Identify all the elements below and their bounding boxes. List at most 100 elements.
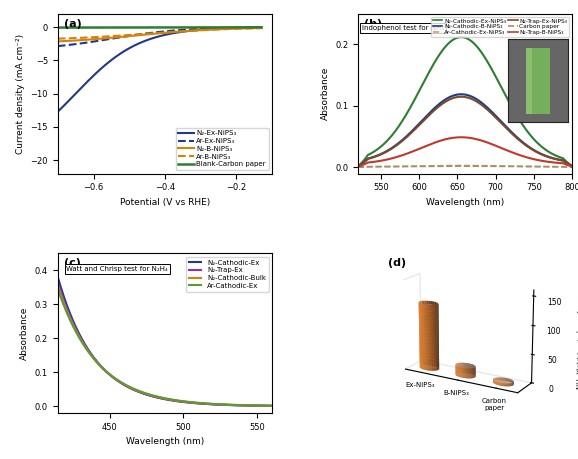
Blank-Carbon paper bbox=[90, 25, 97, 30]
Ar-B-NiPS₃ bbox=[258, 25, 265, 31]
N₂-Cathodic-B-NiPS₃ bbox=[354, 164, 361, 169]
N₂-Ex-NiPS₃ bbox=[208, 26, 214, 32]
Line: N₂-Cathodic-Ex: N₂-Cathodic-Ex bbox=[58, 277, 272, 406]
Ar-Ex-NiPS₃ bbox=[258, 25, 265, 30]
N₂-Cathodic-Ex-NiPS₃ bbox=[498, 84, 505, 90]
Ar-Cathodic-Ex-NiPS₃ bbox=[516, 163, 523, 169]
X-axis label: Potential (V vs RHE): Potential (V vs RHE) bbox=[120, 198, 210, 207]
Line: N₂-Trap-Ex-NiPS₃: N₂-Trap-Ex-NiPS₃ bbox=[358, 97, 572, 167]
Ar-B-NiPS₃ bbox=[190, 28, 197, 34]
Legend: N₂-Cathodic-Ex, N₂-Trap-Ex, N₂-Cathodic-Bulk, Ar-Cathodic-Ex: N₂-Cathodic-Ex, N₂-Trap-Ex, N₂-Cathodic-… bbox=[186, 257, 269, 291]
Text: (a): (a) bbox=[64, 18, 82, 28]
N₂-Trap-B-NiPS₃ bbox=[481, 139, 488, 144]
Carbon paper bbox=[392, 164, 399, 169]
N₂-Cathodic-Ex-NiPS₃ bbox=[392, 128, 399, 133]
Ar-Cathodic-Ex bbox=[230, 402, 237, 408]
Ar-Ex-NiPS₃ bbox=[107, 36, 114, 42]
Ar-Ex-NiPS₃ bbox=[54, 43, 61, 49]
Line: N₂-Cathodic-Ex-NiPS₃: N₂-Cathodic-Ex-NiPS₃ bbox=[358, 37, 572, 166]
Ar-B-NiPS₃ bbox=[107, 34, 114, 39]
N₂-Cathodic-Bulk bbox=[54, 283, 61, 288]
Ar-Ex-NiPS₃ bbox=[190, 27, 197, 32]
N₂-Trap-Ex-NiPS₃ bbox=[458, 94, 465, 100]
Line: N₂-Cathodic-Bulk: N₂-Cathodic-Bulk bbox=[58, 285, 272, 406]
Ar-Cathodic-Ex bbox=[269, 403, 276, 409]
Blank-Carbon paper bbox=[175, 25, 181, 30]
N₂-Ex-NiPS₃ bbox=[90, 73, 97, 78]
N₂-Cathodic-Ex bbox=[182, 399, 189, 405]
Carbon paper bbox=[458, 163, 465, 169]
N₂-Cathodic-Ex bbox=[157, 396, 164, 401]
N₂-Cathodic-B-NiPS₃ bbox=[481, 102, 488, 108]
Ar-Cathodic-Ex-NiPS₃ bbox=[458, 163, 465, 168]
N₂-Cathodic-Ex-NiPS₃ bbox=[569, 163, 576, 169]
Ar-Ex-NiPS₃ bbox=[90, 39, 97, 44]
N₂-Cathodic-Bulk bbox=[182, 399, 189, 404]
N₂-B-NiPS₃ bbox=[107, 35, 114, 41]
Carbon paper bbox=[569, 164, 576, 170]
Ar-Cathodic-Ex-NiPS₃ bbox=[481, 163, 488, 168]
Line: N₂-Cathodic-B-NiPS₃: N₂-Cathodic-B-NiPS₃ bbox=[358, 94, 572, 167]
N₂-B-NiPS₃ bbox=[90, 36, 97, 42]
N₂-Cathodic-Ex-NiPS₃ bbox=[481, 54, 488, 60]
Carbon paper bbox=[410, 164, 417, 169]
N₂-Cathodic-Ex bbox=[269, 403, 276, 409]
Text: Indophenol test for NH₃: Indophenol test for NH₃ bbox=[362, 25, 444, 31]
Line: N₂-Trap-B-NiPS₃: N₂-Trap-B-NiPS₃ bbox=[358, 137, 572, 167]
N₂-Cathodic-Ex bbox=[54, 274, 61, 280]
Ar-Ex-NiPS₃ bbox=[175, 28, 181, 33]
N₂-Trap-B-NiPS₃ bbox=[410, 149, 417, 154]
N₂-Cathodic-Bulk bbox=[156, 395, 163, 400]
Ar-B-NiPS₃ bbox=[208, 27, 214, 33]
N₂-Cathodic-B-NiPS₃ bbox=[392, 142, 399, 148]
Line: N₂-B-NiPS₃: N₂-B-NiPS₃ bbox=[58, 28, 261, 41]
N₂-Ex-NiPS₃ bbox=[258, 25, 265, 30]
Ar-Ex-NiPS₃ bbox=[208, 26, 214, 31]
N₂-Trap-B-NiPS₃ bbox=[451, 135, 458, 140]
Line: Carbon paper: Carbon paper bbox=[358, 166, 572, 167]
Carbon paper bbox=[354, 164, 361, 170]
N₂-Ex-NiPS₃ bbox=[175, 30, 181, 35]
Ar-B-NiPS₃ bbox=[146, 31, 153, 36]
Ar-Cathodic-Ex-NiPS₃ bbox=[451, 163, 458, 168]
N₂-Trap-B-NiPS₃ bbox=[458, 134, 465, 140]
Ar-Cathodic-Ex-NiPS₃ bbox=[498, 163, 505, 169]
N₂-Cathodic-Bulk bbox=[171, 397, 177, 403]
N₂-Trap-Ex-NiPS₃ bbox=[498, 120, 505, 126]
Y-axis label: Absorbance: Absorbance bbox=[20, 307, 29, 360]
Ar-B-NiPS₃ bbox=[175, 29, 181, 34]
N₂-Cathodic-B-NiPS₃ bbox=[410, 127, 417, 133]
N₂-Trap-B-NiPS₃ bbox=[498, 146, 505, 151]
N₂-Cathodic-Ex bbox=[230, 403, 237, 408]
N₂-Trap-Ex bbox=[54, 280, 61, 285]
N₂-B-NiPS₃ bbox=[208, 27, 214, 32]
Blank-Carbon paper bbox=[208, 25, 214, 30]
N₂-Trap-Ex bbox=[157, 395, 164, 401]
N₂-Trap-Ex bbox=[156, 395, 163, 401]
N₂-Cathodic-B-NiPS₃ bbox=[516, 137, 523, 142]
Line: Ar-Ex-NiPS₃: Ar-Ex-NiPS₃ bbox=[58, 28, 261, 46]
Text: (d): (d) bbox=[388, 258, 406, 268]
N₂-Trap-Ex bbox=[171, 398, 177, 403]
N₂-Trap-Ex bbox=[269, 403, 276, 409]
Ar-Cathodic-Ex-NiPS₃ bbox=[569, 164, 576, 170]
N₂-Cathodic-Ex-NiPS₃ bbox=[354, 163, 361, 169]
N₂-Trap-B-NiPS₃ bbox=[516, 152, 523, 158]
N₂-Trap-Ex-NiPS₃ bbox=[481, 105, 488, 110]
Blank-Carbon paper bbox=[258, 24, 265, 30]
Ar-Cathodic-Ex-NiPS₃ bbox=[354, 164, 361, 170]
Line: N₂-Trap-Ex: N₂-Trap-Ex bbox=[58, 282, 272, 406]
N₂-Cathodic-B-NiPS₃ bbox=[458, 91, 465, 97]
Carbon paper bbox=[481, 163, 488, 169]
N₂-Trap-B-NiPS₃ bbox=[392, 155, 399, 160]
N₂-Trap-Ex-NiPS₃ bbox=[392, 143, 399, 149]
Ar-B-NiPS₃ bbox=[54, 36, 61, 41]
Legend: N₂-Cathodic-Ex-NiPS₃, N₂-Cathodic-B-NiPS₃, Ar-Cathodic-Ex-NiPS₃, N₂-Trap-Ex-NiPS: N₂-Cathodic-Ex-NiPS₃, N₂-Cathodic-B-NiPS… bbox=[431, 17, 569, 37]
N₂-Cathodic-B-NiPS₃ bbox=[498, 119, 505, 124]
N₂-Trap-Ex bbox=[182, 399, 189, 405]
N₂-Trap-Ex-NiPS₃ bbox=[451, 95, 458, 101]
N₂-Ex-NiPS₃ bbox=[54, 109, 61, 114]
Ar-Ex-NiPS₃ bbox=[146, 30, 153, 36]
N₂-Cathodic-Ex bbox=[156, 395, 163, 401]
Ar-Cathodic-Ex bbox=[54, 286, 61, 292]
